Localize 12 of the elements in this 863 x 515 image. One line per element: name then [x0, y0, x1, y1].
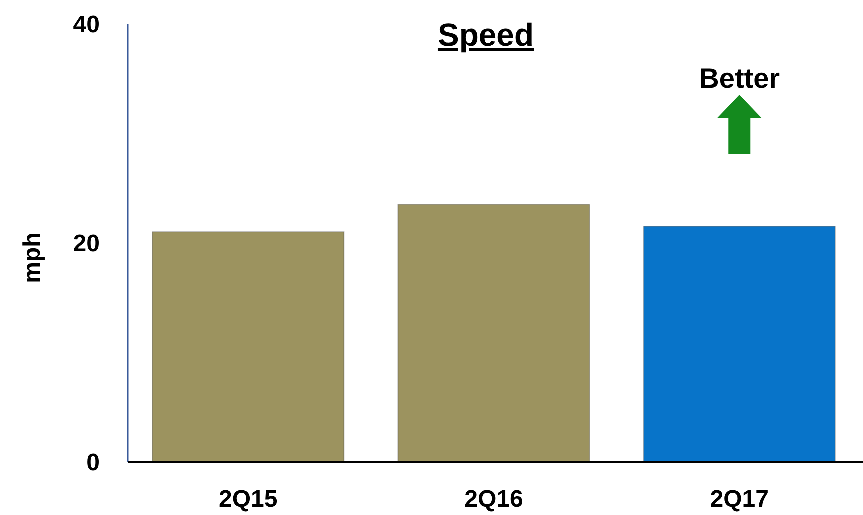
bar: [152, 232, 345, 462]
annotation: Better: [699, 63, 780, 94]
bar: [643, 226, 836, 462]
y-tick-label: 0: [86, 449, 100, 476]
chart-title: Speed: [438, 17, 534, 53]
x-tick-label: 2Q17: [710, 486, 769, 513]
y-tick-label: 40: [73, 11, 100, 38]
y-axis-title: mph: [19, 232, 46, 284]
x-tick-label: 2Q15: [219, 486, 278, 513]
y-tick-label: 20: [73, 230, 100, 258]
x-tick-label: 2Q16: [464, 486, 524, 513]
bar: [398, 204, 590, 462]
